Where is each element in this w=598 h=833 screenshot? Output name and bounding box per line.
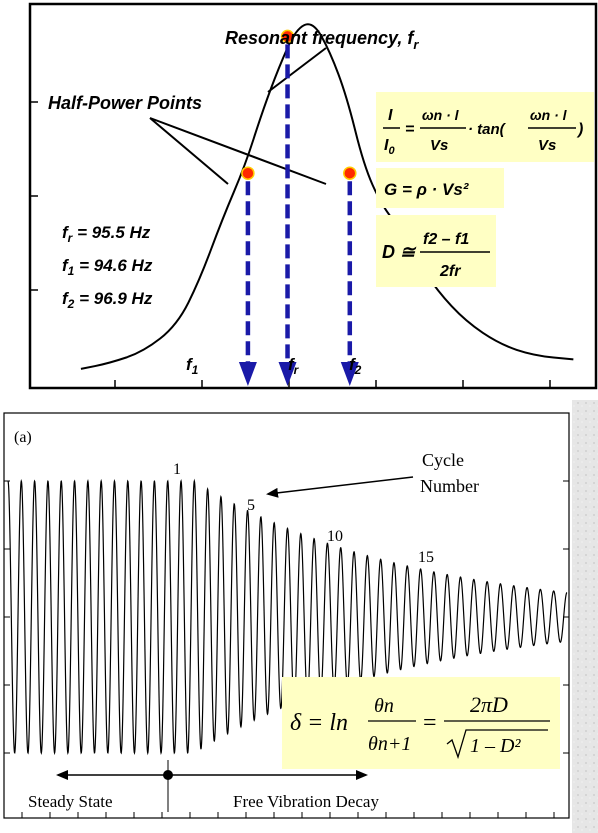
cycle-number-title-line2: Number xyxy=(420,476,479,496)
frequency-arrow-head xyxy=(278,362,297,386)
fr-marker-label: fr xyxy=(288,355,300,377)
top-plot-frame xyxy=(28,2,598,390)
current-ratio-formula: I I0 = ωn · l Vs · tan( ωn · l Vs ) xyxy=(376,92,594,162)
frequency-arrow-head xyxy=(238,362,257,386)
svg-text:2fr: 2fr xyxy=(439,263,461,280)
frequency-arrow-head xyxy=(340,362,359,386)
svg-text:D ≅: D ≅ xyxy=(382,242,417,262)
f2-value: f2 = 96.9 Hz xyxy=(62,289,153,311)
decay-signal xyxy=(7,478,568,756)
f2-marker-label: f2 xyxy=(349,355,362,377)
svg-text:· tan(: · tan( xyxy=(468,121,507,138)
top-left-ticks xyxy=(30,101,38,291)
svg-text:2πD: 2πD xyxy=(470,692,508,717)
half-power-markers xyxy=(241,29,357,180)
log-decrement-formula: δ = ln θn θn+1 = 2πD 1 – D² xyxy=(282,677,560,769)
frequency-arrows xyxy=(238,44,359,386)
half-power-marker xyxy=(241,166,255,180)
svg-text:f2 – f1: f2 – f1 xyxy=(423,231,469,248)
resonance-chart: Resonant frequency, fr Half-Power Points… xyxy=(28,2,598,390)
damping-formula: D ≅ f2 – f1 2fr xyxy=(376,215,496,287)
background-texture xyxy=(572,400,598,833)
half-power-marker xyxy=(280,29,295,44)
half-power-label: Half-Power Points xyxy=(48,93,202,113)
resonant-frequency-label: Resonant frequency, fr xyxy=(225,28,419,52)
panel-label: (a) xyxy=(14,429,32,446)
top-bottom-ticks xyxy=(114,380,551,388)
cycle-number-arrow xyxy=(266,476,414,498)
resonance-curve xyxy=(80,23,574,370)
svg-text:=: = xyxy=(405,121,414,138)
svg-text:θn+1: θn+1 xyxy=(368,733,411,755)
half-power-marker xyxy=(343,166,357,180)
svg-text:θn: θn xyxy=(374,695,394,717)
bottom-axis-ticks xyxy=(21,812,555,818)
svg-text:δ = ln: δ = ln xyxy=(290,710,348,736)
svg-text:I: I xyxy=(388,107,393,124)
cycle-label-1: 1 xyxy=(173,461,181,478)
half-power-pointer-lines xyxy=(149,47,327,185)
svg-text:Vs: Vs xyxy=(538,137,556,154)
svg-text:ωn · l: ωn · l xyxy=(530,107,568,123)
f1-value: f1 = 94.6 Hz xyxy=(62,256,153,278)
free-decay-label: Free Vibration Decay xyxy=(233,792,379,811)
svg-text:ωn · l: ωn · l xyxy=(422,107,460,123)
vibration-decay-chart: (a) 1 5 10 15 Cycle Number δ = ln θn θn+… xyxy=(3,412,570,819)
svg-text:=: = xyxy=(423,710,437,736)
svg-text:): ) xyxy=(576,121,583,138)
fr-value: fr = 95.5 Hz xyxy=(62,223,151,245)
shear-modulus-formula: G = ρ · Vs² xyxy=(376,168,504,208)
svg-text:G = ρ · Vs²: G = ρ · Vs² xyxy=(384,180,470,199)
cycle-label-15: 15 xyxy=(418,549,434,566)
cycle-number-title-line1: Cycle xyxy=(422,450,464,470)
cycle-label-5: 5 xyxy=(247,497,255,514)
steady-state-label: Steady State xyxy=(28,792,113,811)
cycle-label-10: 10 xyxy=(327,528,343,545)
f1-marker-label: f1 xyxy=(186,355,199,377)
svg-text:I0: I0 xyxy=(384,137,395,157)
svg-text:Vs: Vs xyxy=(430,137,448,154)
svg-text:1 – D²: 1 – D² xyxy=(470,735,521,757)
